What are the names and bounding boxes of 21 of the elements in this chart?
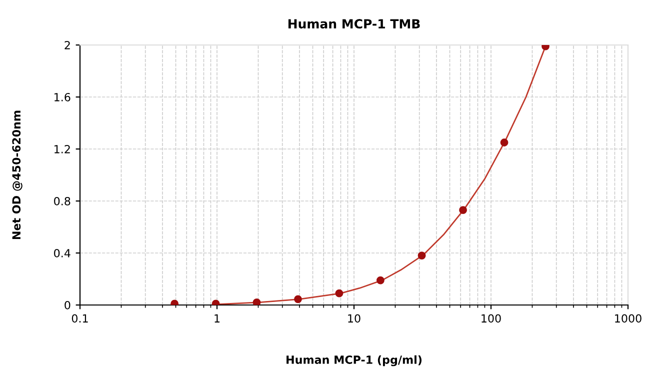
- y-tick-label: 2: [64, 40, 70, 50]
- x-axis-title: Human MCP-1 (pg/ml): [286, 355, 422, 366]
- y-tick-label: 1.6: [54, 92, 70, 102]
- x-tick-label: 1: [214, 314, 220, 322]
- x-tick-label: 10: [348, 314, 360, 323]
- y-tick-label: 1.2: [54, 144, 70, 154]
- y-tick-label: 0: [64, 300, 70, 310]
- point: [500, 138, 508, 146]
- x-tick-label: 0.1: [72, 314, 88, 323]
- point: [376, 276, 384, 284]
- point: [459, 206, 467, 214]
- x-tick-label: 100: [482, 314, 501, 323]
- x-tick-label: 1000: [615, 314, 642, 323]
- point: [294, 295, 302, 304]
- point: [418, 252, 426, 260]
- point: [335, 289, 344, 298]
- chart-title: Human MCP-1 TMB: [288, 19, 420, 29]
- y-tick-label: 0.8: [54, 196, 70, 206]
- y-axis-title: Net OD @450-620nm: [12, 110, 22, 240]
- point: [252, 298, 261, 305]
- y-tick-label: 0.4: [54, 248, 70, 258]
